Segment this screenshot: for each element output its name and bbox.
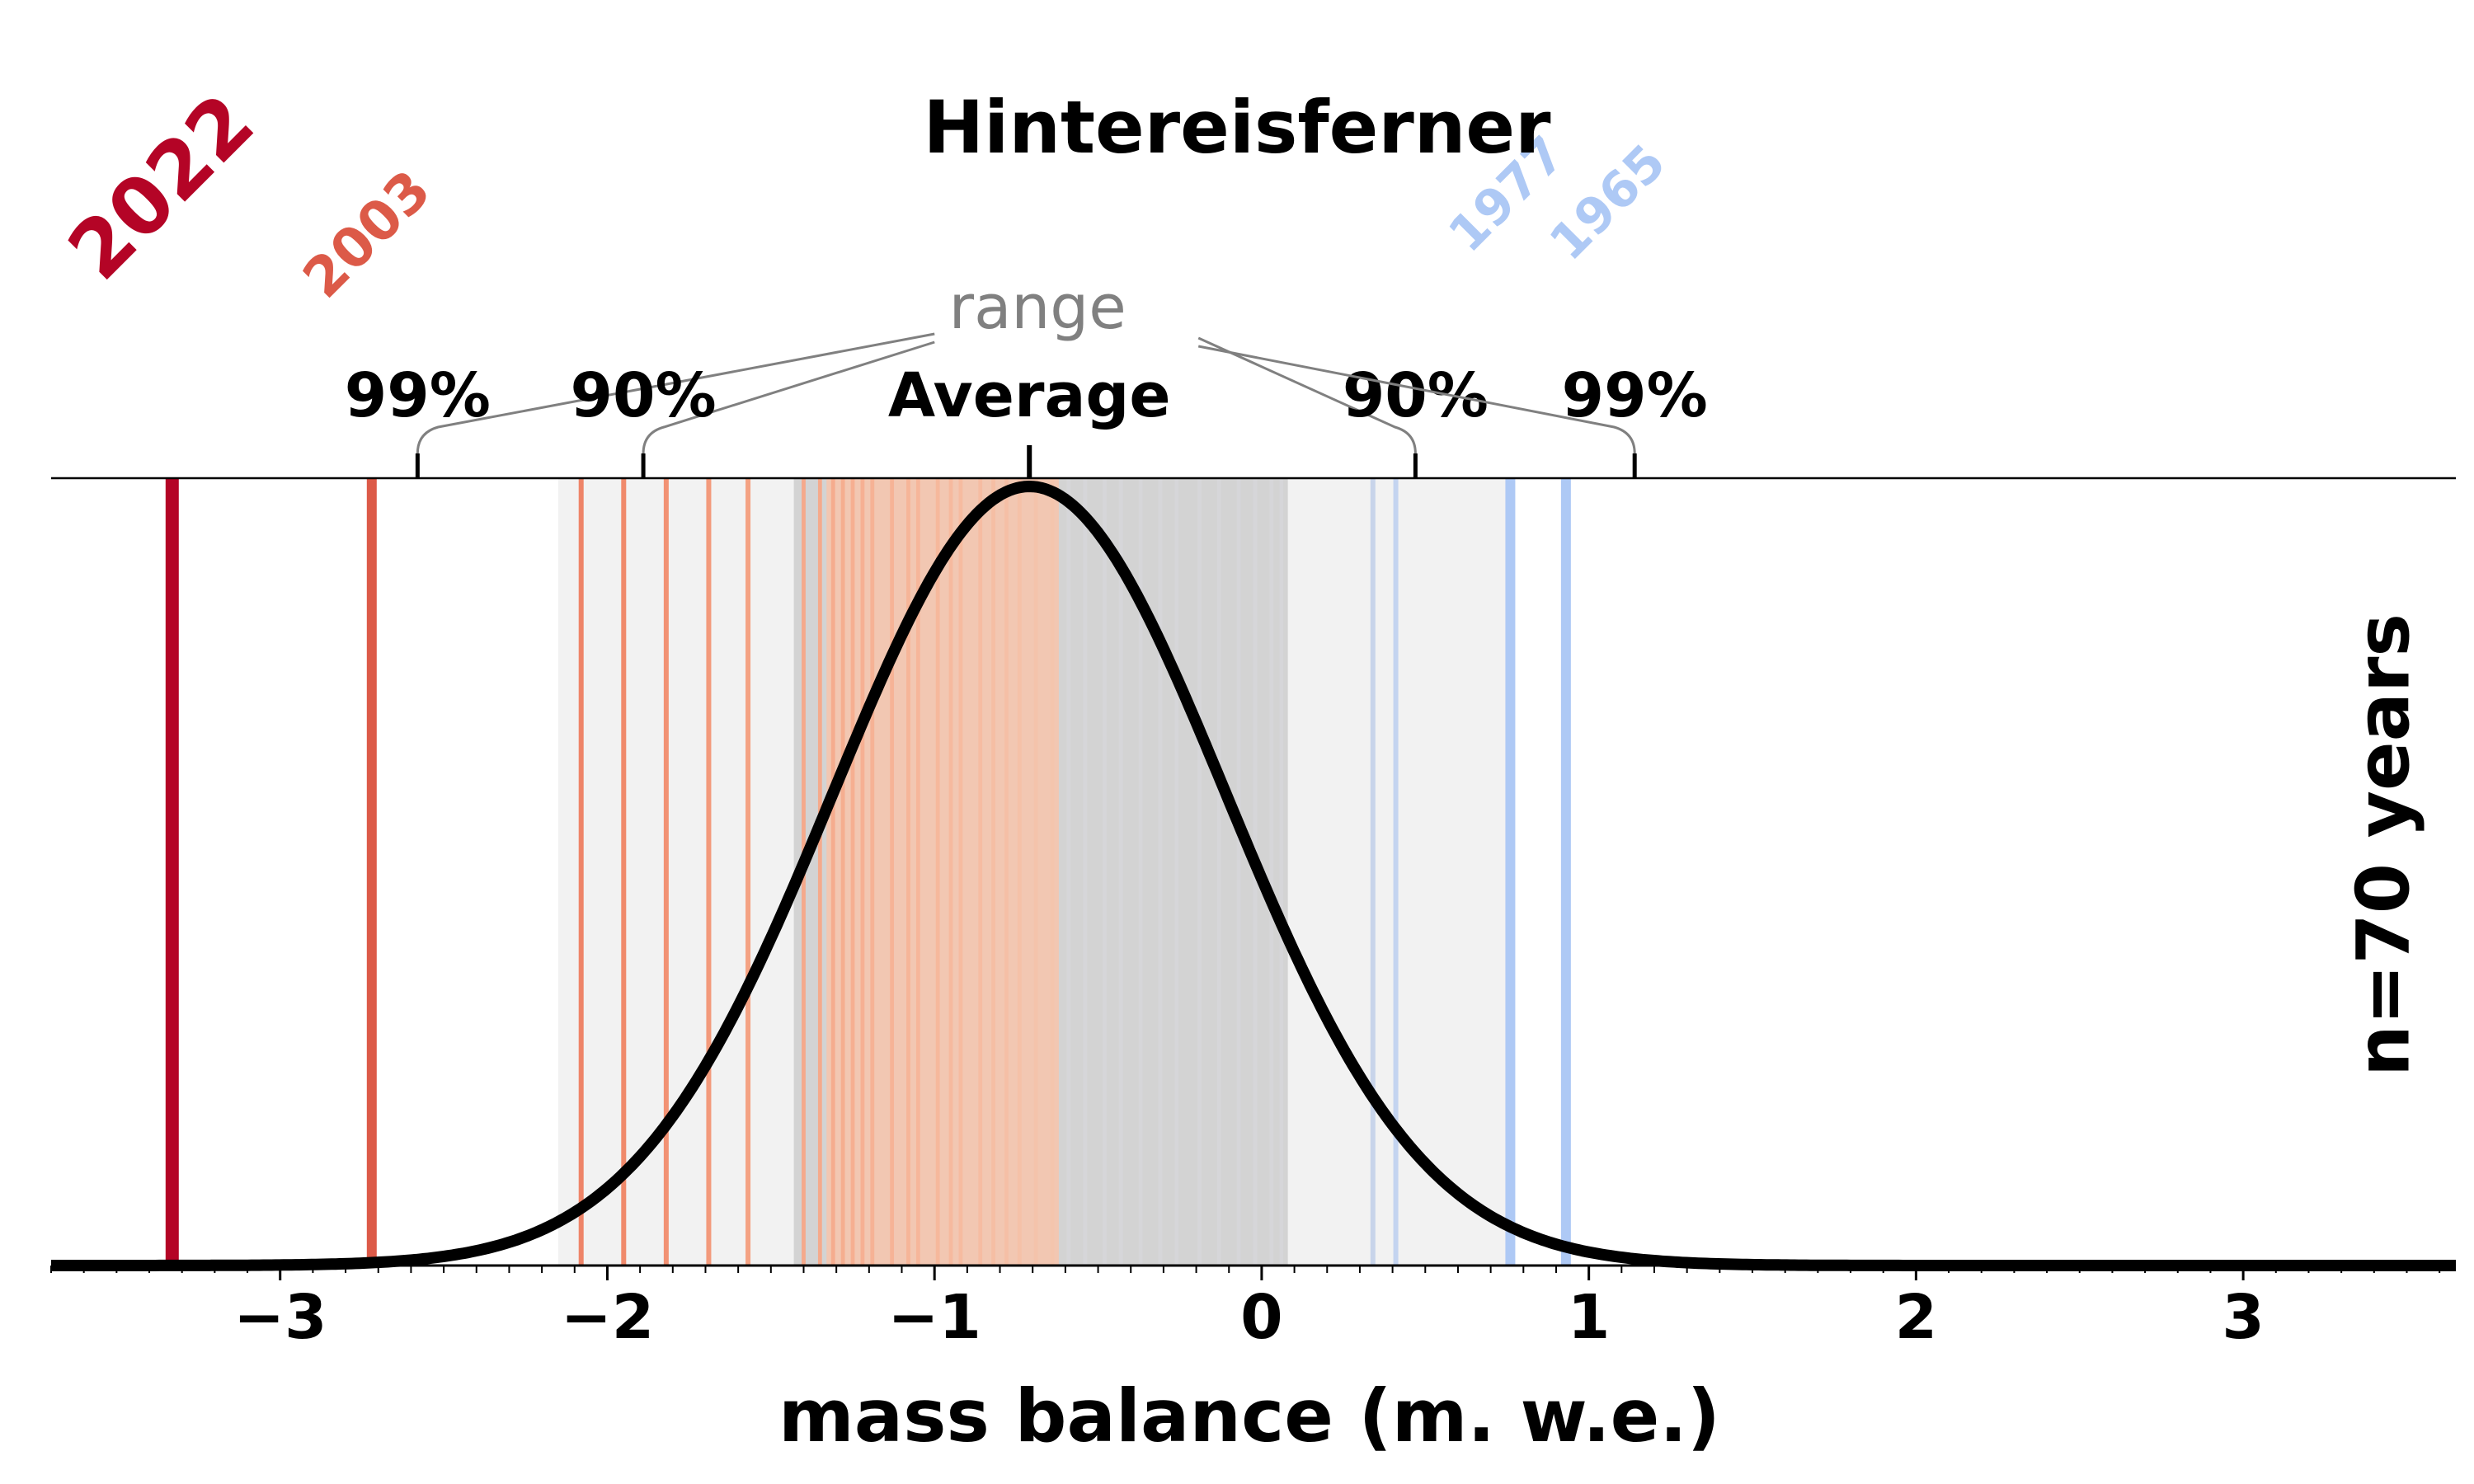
x-tick-label: −2 <box>561 1282 655 1353</box>
x-tick-label: 0 <box>1240 1282 1283 1353</box>
x-tick-label: 1 <box>1568 1282 1611 1353</box>
range-connector <box>642 340 935 454</box>
x-axis-ticks: −3 −2 −1 0 1 2 3 <box>50 1266 2441 1353</box>
average-label: Average <box>888 360 1171 431</box>
range-connector <box>1197 345 1636 454</box>
range-percent-label: 90% <box>571 360 717 431</box>
range-connector <box>1197 336 1417 454</box>
range-percent-label: 99% <box>1562 360 1708 431</box>
year-lines <box>165 478 1571 1266</box>
x-tick-label: 2 <box>1895 1282 1938 1353</box>
range-annotations: 99% 90% 90% 99% <box>345 332 1708 478</box>
shaded-bands <box>557 478 1507 1266</box>
sample-size-label: n=70 years <box>2341 613 2426 1077</box>
x-axis-label: mass balance (m. w.e.) <box>778 1374 1720 1458</box>
year-label: 2022 <box>50 77 271 298</box>
x-tick-label: 3 <box>2222 1282 2265 1353</box>
year-label: 2003 <box>291 158 443 310</box>
range-label: range <box>949 272 1126 343</box>
range-connector <box>416 332 935 454</box>
range-percent-label: 90% <box>1343 360 1489 431</box>
x-tick-label: −1 <box>887 1282 981 1353</box>
x-tick-label: −3 <box>233 1282 327 1353</box>
chart-title: Hintereisferner <box>924 85 1552 170</box>
range-percent-label: 99% <box>345 360 491 431</box>
